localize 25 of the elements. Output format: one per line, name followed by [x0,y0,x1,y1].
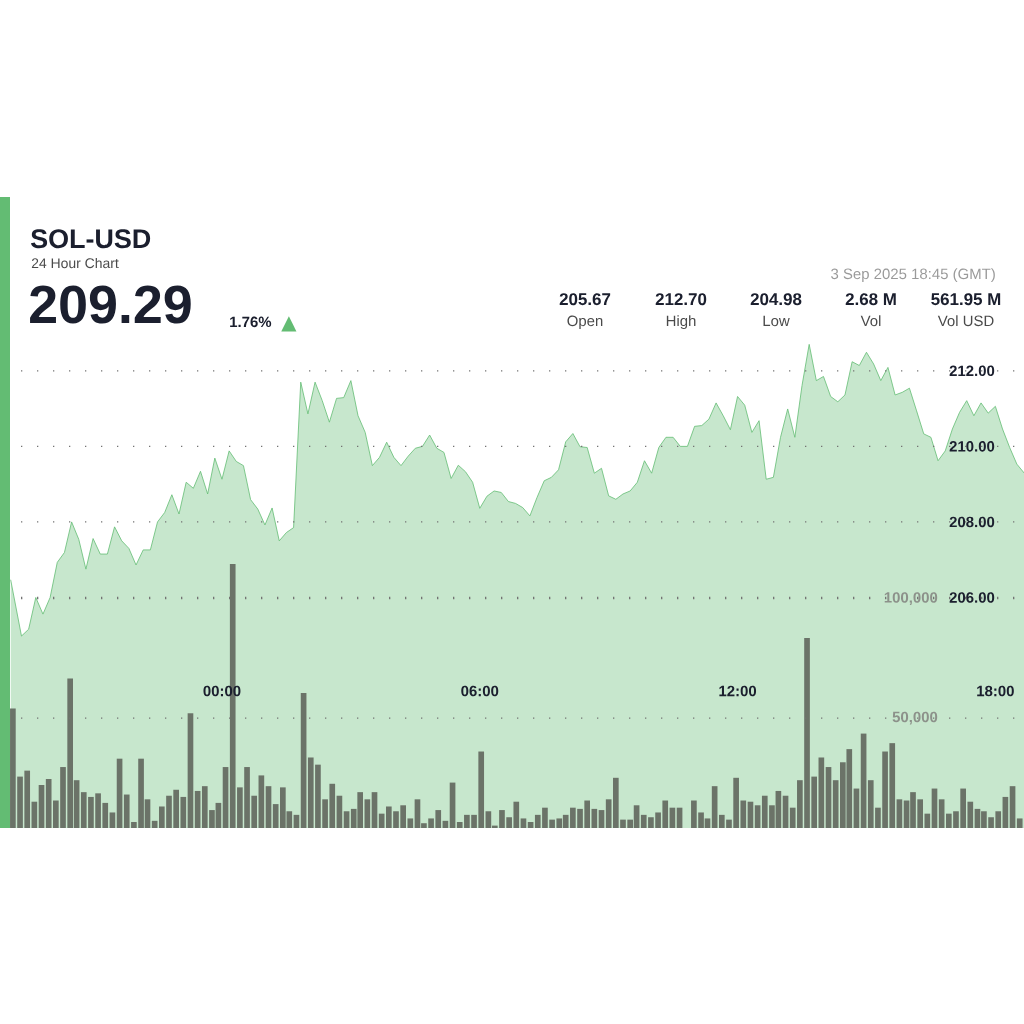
text: 24 Hour Chart [31,257,119,269]
y-tick-label: 210.00 [949,441,995,452]
y-tick-label: 50,000 [892,711,938,725]
annotation: 212.70 [655,293,707,306]
y-tick-label: 212.00 [949,365,995,377]
annotation: 2.68 M [845,293,896,306]
y-tick-label: 208.00 [949,516,995,528]
y-tick-label: 100,000 [884,592,938,605]
annotation: Vol USD [937,315,994,327]
annotation: Open [567,315,603,330]
annotation: 205.67 [559,293,611,306]
annotation: High [666,315,696,330]
x-tick-label: 06:00 [461,685,499,697]
annotation: Low [763,315,790,327]
annotation: 3 Sep 2025 18:45 (GMT) [831,268,995,283]
annotation: 209.29 [30,285,191,324]
annotation: Vol [860,315,881,327]
annotation: ▲ [281,316,297,332]
y-tick-label: 206.00 [949,592,995,603]
annotation: 1.76% [230,316,272,328]
annotation: 204.98 [750,293,802,306]
x-tick-label: 12:00 [719,685,757,697]
annotation: 561.95 M [931,293,1001,306]
text: SOL-USD [30,229,151,249]
x-tick-label: 18:00 [977,685,1014,697]
